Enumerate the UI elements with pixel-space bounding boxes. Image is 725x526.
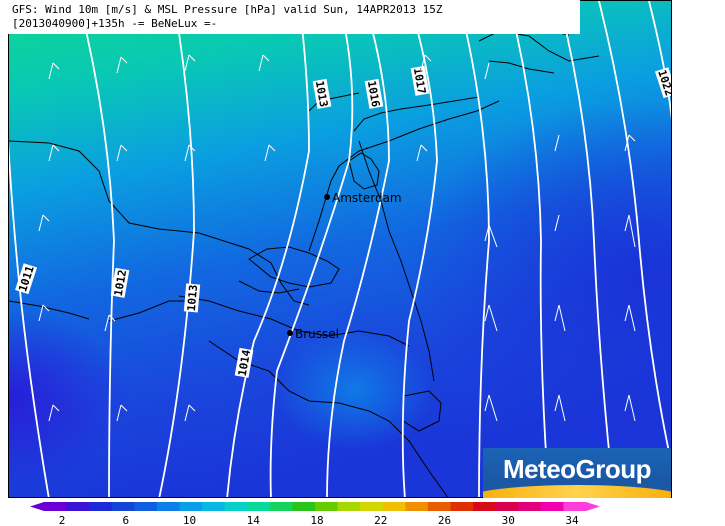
isobar-label: 1016 bbox=[365, 80, 382, 109]
isobar-1014 bbox=[269, 1, 354, 497]
wind-speed-color-scale: 2 6 10 14 18 22 26 30 34 bbox=[30, 502, 600, 526]
logo-arc bbox=[483, 485, 671, 498]
color-scale-swatch bbox=[202, 502, 226, 511]
color-scale-swatch bbox=[563, 502, 587, 511]
color-scale-tick-label: 6 bbox=[122, 514, 129, 526]
color-scale-swatch bbox=[473, 502, 497, 511]
isobar-1012 bbox=[78, 1, 115, 497]
color-scale-swatch bbox=[224, 502, 248, 511]
color-scale-swatch bbox=[292, 502, 316, 511]
color-scale-swatch bbox=[495, 502, 519, 511]
isobar-1018 bbox=[458, 1, 490, 497]
logo-text: MeteoGroup bbox=[502, 454, 652, 484]
city-label-brussel: Brussel bbox=[295, 327, 339, 341]
color-scale-ticks: 2 6 10 14 18 22 26 30 34 bbox=[59, 514, 579, 526]
wind-pressure-map: 1011 1012 1013 1013 1014 1016 1017 1022 … bbox=[9, 1, 671, 497]
color-scale-swatch bbox=[518, 502, 542, 511]
color-scale-swatch bbox=[66, 502, 90, 511]
isobar-label: 1013 bbox=[313, 80, 330, 108]
color-scale-tick-label: 14 bbox=[247, 514, 261, 526]
color-scale-swatch bbox=[540, 502, 564, 511]
wind-barbs bbox=[38, 54, 636, 422]
city-brussel: Brussel bbox=[287, 327, 339, 341]
isobar-1013-west bbox=[158, 1, 195, 497]
color-scale-swatch bbox=[315, 502, 339, 511]
map-title-box: GFS: Wind 10m [m/s] & MSL Pressure [hPa]… bbox=[8, 0, 580, 34]
color-scale-swatch bbox=[134, 502, 158, 511]
isobar-1020 bbox=[558, 1, 615, 497]
isobar-lines bbox=[9, 1, 671, 497]
color-scale-swatch bbox=[427, 502, 451, 511]
color-scale-swatch bbox=[360, 502, 384, 511]
color-scale-swatch bbox=[156, 502, 180, 511]
isobar-label: 1014 bbox=[236, 348, 253, 377]
color-scale-arrow-right bbox=[586, 502, 600, 511]
isobar-1019 bbox=[508, 1, 550, 497]
isobar-label: 1012 bbox=[112, 269, 129, 297]
color-scale-tick-label: 22 bbox=[374, 514, 387, 526]
color-scale-swatch bbox=[89, 502, 113, 511]
color-scale-tick-label: 26 bbox=[438, 514, 451, 526]
map-subtitle: [2013040900]+135h -= BeNeLux =- bbox=[12, 17, 218, 30]
map-panel: 1011 1012 1013 1013 1014 1016 1017 1022 … bbox=[8, 0, 672, 498]
isobar-1021 bbox=[598, 1, 671, 466]
color-scale-swatch bbox=[269, 502, 293, 511]
color-scale-bar bbox=[30, 502, 600, 511]
color-scale-swatch bbox=[111, 502, 135, 511]
color-scale-tick-label: 10 bbox=[183, 514, 196, 526]
color-scale-swatch bbox=[382, 502, 406, 511]
color-scale-tick-label: 30 bbox=[502, 514, 515, 526]
isobar-1017 bbox=[401, 1, 438, 497]
isobar-1013 bbox=[226, 1, 310, 497]
color-scale-swatch bbox=[405, 502, 429, 511]
color-scale-swatch bbox=[247, 502, 271, 511]
color-scale-swatch bbox=[179, 502, 203, 511]
color-scale-swatch bbox=[337, 502, 361, 511]
isobar-label: 1017 bbox=[411, 67, 428, 95]
color-scale-swatch bbox=[450, 502, 474, 511]
map-title: GFS: Wind 10m [m/s] & MSL Pressure [hPa]… bbox=[12, 3, 443, 16]
meteogroup-logo: MeteoGroup bbox=[483, 448, 671, 498]
wind-speed-field-mid bbox=[9, 1, 671, 497]
color-scale-tick-label: 18 bbox=[310, 514, 323, 526]
isobar-1016 bbox=[326, 1, 390, 497]
city-amsterdam: Amsterdam bbox=[324, 191, 402, 205]
color-scale-tick-label: 34 bbox=[565, 514, 579, 526]
color-scale-swatch bbox=[44, 502, 68, 511]
color-scale-arrow-left bbox=[30, 502, 44, 511]
city-label-amsterdam: Amsterdam bbox=[332, 191, 402, 205]
color-scale-tick-label: 2 bbox=[59, 514, 66, 526]
isobar-label: 1013 bbox=[185, 284, 200, 312]
